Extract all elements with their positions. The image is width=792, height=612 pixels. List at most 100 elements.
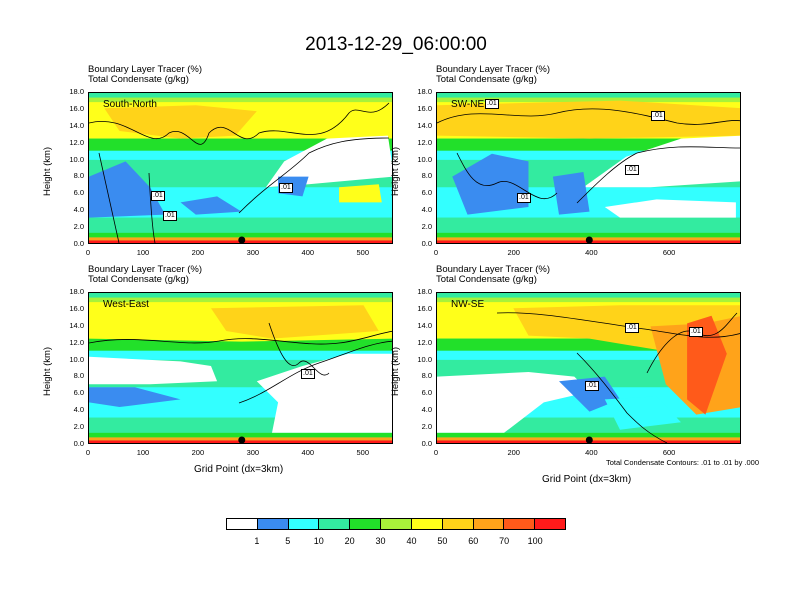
gold-region (104, 105, 257, 139)
y-tick-label: 18.0 (69, 287, 84, 296)
x-tick-label: 200 (507, 248, 520, 257)
y-tick-label: 14.0 (417, 120, 432, 130)
contour-line (268, 322, 330, 376)
y-tick-label: 6.0 (73, 388, 84, 398)
y-tick-label: 6.0 (421, 188, 432, 198)
colorbar-tick-label: 50 (437, 536, 448, 546)
y-tick-label: 2.0 (73, 422, 84, 432)
band-sfc-green (89, 432, 392, 438)
contour-value-label: .01 (301, 369, 315, 379)
heatmap-svg (437, 293, 740, 443)
contour-line (238, 340, 392, 404)
colorbar-box (381, 519, 412, 529)
x-tick-label: 0 (85, 448, 91, 457)
blue-region (89, 161, 166, 218)
y-tick-label: 18.0 (69, 87, 84, 96)
y-tick-label: 4.0 (421, 205, 432, 215)
colorbar-tick-label: 5 (285, 536, 291, 546)
y-tick-label: 14.0 (69, 120, 84, 130)
location-marker (585, 436, 593, 443)
colorbar-box (535, 519, 565, 529)
field-layers (89, 293, 392, 443)
y-tick-label: 16.0 (417, 303, 432, 313)
y-tick-label: 12.0 (417, 137, 432, 147)
x-tick-label: 200 (191, 248, 205, 257)
x-tick-label: 200 (507, 448, 520, 457)
colorbar-tick-label: 100 (527, 536, 543, 546)
colorbar-box (257, 519, 289, 529)
y-tick-label: 0.0 (421, 239, 432, 248)
cyan-region (604, 396, 681, 430)
colorbar-box (473, 519, 505, 529)
band-top-lime (89, 97, 392, 107)
yellow-blob (339, 184, 382, 203)
white-region (89, 356, 218, 385)
band-sfc-green (437, 232, 740, 238)
y-tick-label: 18.0 (417, 87, 432, 96)
field-layers (437, 93, 740, 243)
contour-value-label: .01 (485, 99, 499, 109)
x-tick-label: 0 (433, 248, 439, 257)
field-layers (437, 293, 740, 443)
y-tick-label: 14.0 (417, 320, 432, 330)
y-tick-label: 2.0 (421, 222, 432, 232)
chart-panel: Boundary Layer Tracer (%) Total Condensat… (390, 262, 766, 485)
blue-region (180, 196, 242, 215)
contour-line (89, 330, 392, 345)
y-tick-label: 6.0 (73, 188, 84, 198)
plot-area: SW-NE .01.01.01.01 (436, 92, 741, 244)
panel-header-tracer: Boundary Layer Tracer (%) (436, 64, 551, 75)
panel-direction-label: West-East (103, 299, 149, 310)
y-tick-label: 8.0 (421, 371, 432, 381)
y-tick-label: 10.0 (69, 354, 84, 364)
y-tick-label: 4.0 (421, 405, 432, 415)
y-tick-label: 12.0 (69, 337, 84, 347)
plot-area: South-North .01 .01 .01 (88, 92, 393, 244)
y-tick-label: 14.0 (69, 320, 84, 330)
x-tick-label: 100 (136, 248, 150, 257)
y-tick-label: 8.0 (73, 371, 84, 381)
x-tick-label: 0 (85, 248, 91, 257)
y-tick-label: 0.0 (73, 439, 84, 448)
band-near-surface (89, 217, 392, 233)
contour-line (437, 108, 740, 125)
x-tick-label: 500 (356, 248, 370, 257)
blue-region (559, 376, 620, 412)
plot-area: West-East .01 (88, 292, 393, 444)
white-region (604, 199, 736, 218)
band-cyan (437, 150, 740, 160)
y-tick-label: 2.0 (73, 222, 84, 232)
contour-value-label: .01 (585, 381, 599, 391)
blue-region (552, 172, 590, 215)
band-top-lime (89, 297, 392, 307)
colorbar-tick-label: 40 (406, 536, 417, 546)
x-axis-label: Grid Point (dx=3km) (194, 464, 284, 475)
panel-direction-label: NW-SE (451, 299, 485, 310)
contour-value-label: .01 (625, 165, 639, 175)
colorbar-box (227, 519, 258, 529)
colorbar-box (411, 519, 443, 529)
x-tick-label: 0 (433, 448, 439, 457)
y-tick-label: 6.0 (421, 388, 432, 398)
y-tick-label: 4.0 (73, 205, 84, 215)
x-tick-label: 400 (301, 248, 315, 257)
panel-header-tracer: Boundary Layer Tracer (%) (88, 64, 203, 75)
field-layers (89, 93, 392, 243)
blue-region (452, 153, 529, 215)
contour-line (238, 137, 390, 214)
y-tick-label: 16.0 (69, 303, 84, 313)
redorange-region (687, 315, 727, 415)
gold-region (437, 100, 740, 139)
x-tick-label: 200 (191, 448, 205, 457)
y-axis-label: Height (km) (42, 146, 53, 196)
white-region (437, 372, 590, 433)
contour-value-label: .01 (151, 191, 165, 201)
y-tick-label: 8.0 (73, 171, 84, 181)
x-tick-label: 600 (662, 248, 676, 257)
x-tick-label: 300 (246, 248, 260, 257)
panel-header-condensate: Total Condensate (g/kg) (436, 274, 537, 285)
x-tick-label: 400 (301, 448, 315, 457)
y-axis-label: Height (km) (390, 146, 401, 196)
y-tick-label: 18.0 (417, 287, 432, 296)
x-tick-label: 400 (585, 248, 598, 257)
